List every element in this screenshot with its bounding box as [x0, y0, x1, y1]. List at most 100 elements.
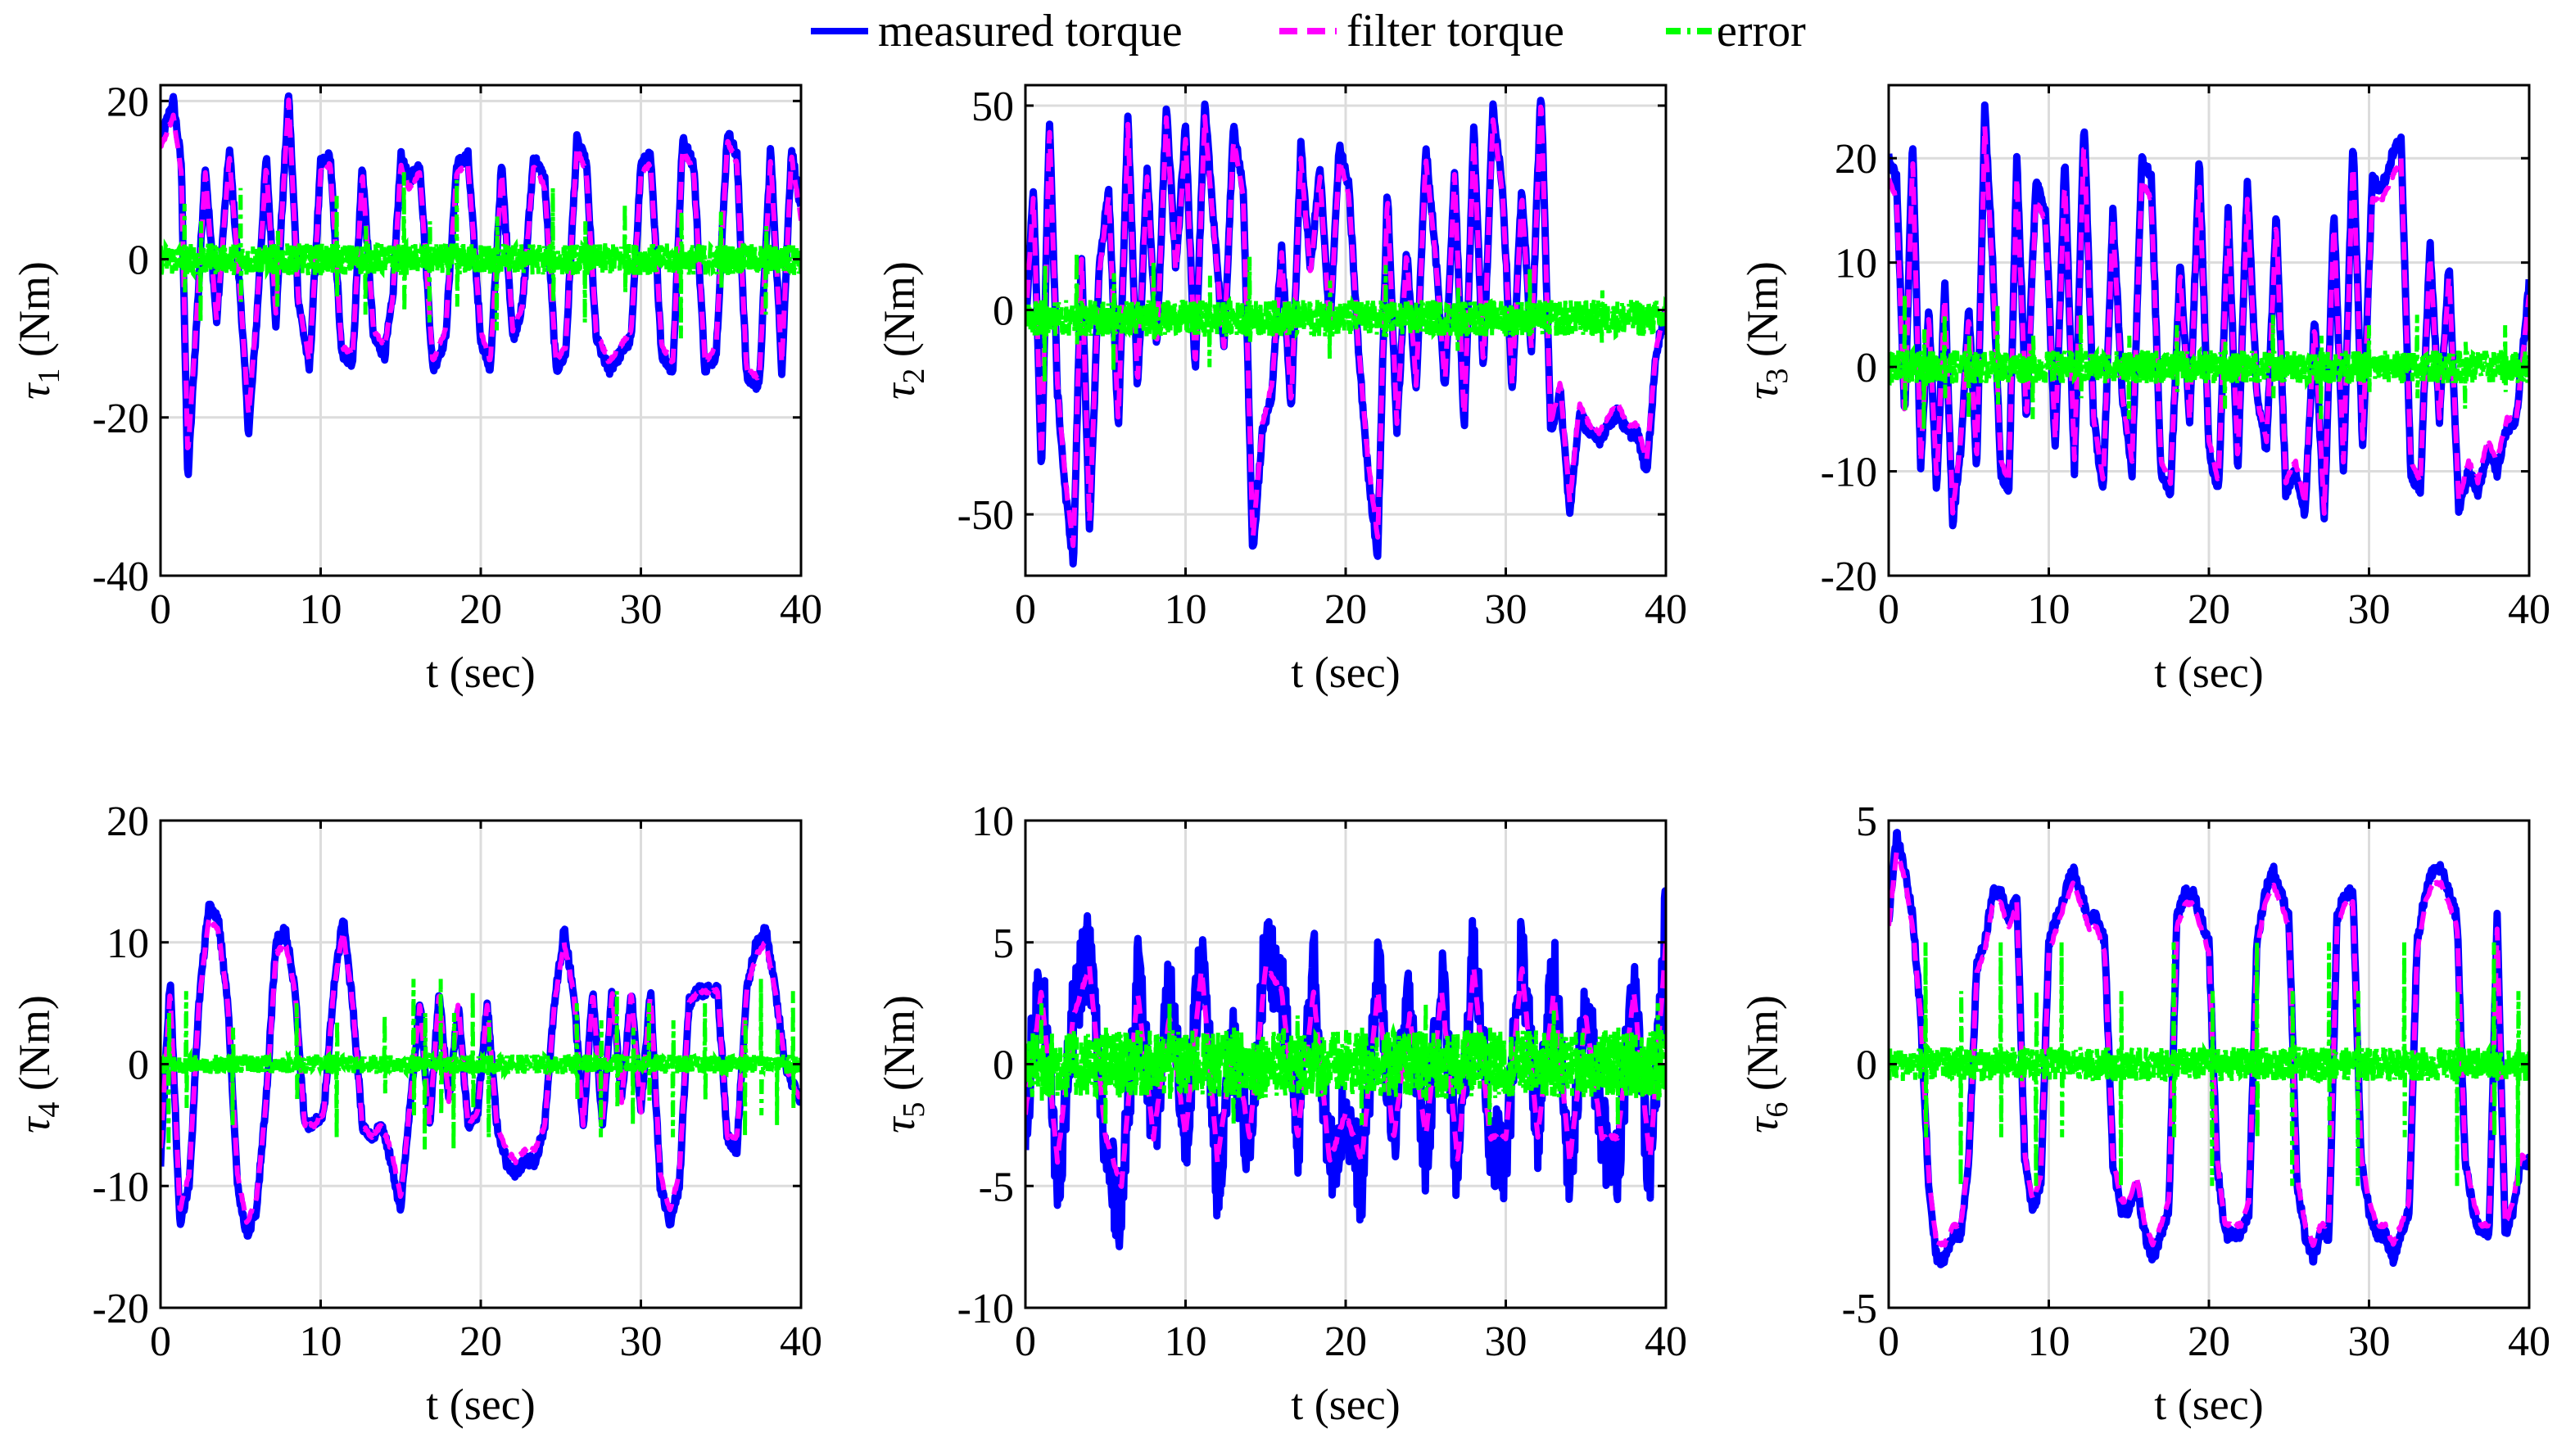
y-tick-label: 10	[971, 798, 1014, 845]
panel-4: 0 10 20 30 40 -20 -10 0 10 20 t (sec) τ4 (Nm)	[10, 798, 822, 1429]
y-tick-label: -10	[93, 1164, 149, 1210]
x-tick-label: 20	[459, 1318, 502, 1365]
plot-area	[161, 92, 801, 478]
y-tick-label: 20	[106, 798, 149, 845]
x-tick-label: 40	[780, 586, 822, 633]
y-label-subscript: 6	[1760, 1102, 1794, 1118]
x-tick-label: 10	[1165, 586, 1207, 633]
y-tick-label: -5	[1842, 1286, 1877, 1332]
series-error	[1025, 252, 1666, 384]
x-axis-label: t (sec)	[1291, 1380, 1400, 1429]
y-label-unit: (Nm)	[10, 995, 59, 1101]
series-error	[1889, 942, 2529, 1187]
x-tick-label: 20	[1324, 1318, 1367, 1365]
y-tick-label: -40	[93, 554, 149, 600]
series-error	[161, 172, 801, 339]
legend-label-1: filter torque	[1346, 6, 1564, 57]
x-tick-label: 20	[2188, 586, 2230, 633]
plot-area	[1889, 101, 2529, 530]
x-tick-label: 0	[150, 586, 171, 633]
y-label-subscript: 1	[32, 369, 66, 384]
plot-area	[1889, 829, 2529, 1268]
y-axis-label: τ6 (Nm)	[1738, 995, 1794, 1133]
y-tick-label: -5	[979, 1164, 1014, 1210]
x-tick-label: 0	[1015, 1318, 1036, 1365]
x-axis-label: t (sec)	[2154, 1380, 2263, 1429]
series-filter	[1889, 849, 2529, 1249]
series-error	[1889, 293, 2529, 430]
x-tick-label: 20	[2188, 1318, 2230, 1365]
series-filter	[161, 97, 801, 450]
x-tick-label: 40	[1645, 1318, 1687, 1365]
y-label-symbol: τ	[10, 382, 59, 400]
x-tick-label: 10	[1165, 1318, 1207, 1365]
y-label-unit: (Nm)	[875, 995, 924, 1101]
panel-3: 0 10 20 30 40 -20 -10 0 10 20 t (sec) τ3 (Nm)	[1738, 84, 2550, 697]
x-tick-label: 40	[2508, 1318, 2550, 1365]
x-tick-label: 0	[150, 1318, 171, 1365]
x-axis-label: t (sec)	[426, 1380, 535, 1429]
x-tick-label: 10	[300, 1318, 342, 1365]
y-label-symbol: τ	[10, 1116, 59, 1133]
y-tick-label: 50	[971, 84, 1014, 130]
x-tick-label: 10	[2028, 1318, 2070, 1365]
legend-label-2: error	[1717, 6, 1806, 57]
y-label-unit: (Nm)	[875, 261, 924, 368]
y-tick-label: 5	[1856, 798, 1877, 845]
y-tick-label: 5	[993, 920, 1014, 967]
x-tick-label: 0	[1015, 586, 1036, 633]
series-error	[1025, 1003, 1666, 1125]
y-label-unit: (Nm)	[10, 261, 59, 368]
x-tick-label: 10	[300, 586, 342, 633]
y-label-subscript: 5	[897, 1102, 931, 1118]
legend-label-0: measured torque	[878, 6, 1183, 57]
y-tick-label: 0	[128, 237, 149, 284]
x-tick-label: 40	[2508, 586, 2550, 633]
x-tick-label: 30	[2348, 586, 2391, 633]
x-axis-label: t (sec)	[2154, 648, 2263, 697]
y-label-symbol: τ	[1738, 382, 1787, 400]
series-error	[161, 979, 801, 1150]
x-tick-label: 30	[1485, 1318, 1527, 1365]
y-tick-label: 0	[1856, 345, 1877, 391]
y-axis-label: τ2 (Nm)	[875, 261, 931, 400]
y-tick-label: -20	[93, 396, 149, 442]
y-label-subscript: 3	[1760, 369, 1794, 384]
series-measured	[1889, 829, 2529, 1268]
y-tick-label: 20	[1835, 136, 1877, 183]
series-filter	[1025, 104, 1666, 549]
x-tick-label: 40	[1645, 586, 1687, 633]
x-tick-label: 30	[1485, 586, 1527, 633]
x-tick-label: 20	[459, 586, 502, 633]
y-tick-label: 10	[1835, 241, 1877, 287]
x-tick-label: 0	[1878, 1318, 1899, 1365]
y-axis-label: τ5 (Nm)	[875, 995, 931, 1133]
y-label-symbol: τ	[875, 382, 924, 400]
y-tick-label: -10	[1821, 450, 1877, 496]
y-tick-label: -20	[93, 1286, 149, 1332]
y-label-symbol: τ	[1738, 1116, 1787, 1133]
series-filter	[161, 916, 801, 1225]
x-axis-label: t (sec)	[1291, 648, 1400, 697]
x-tick-label: 0	[1878, 586, 1899, 633]
y-tick-label: -10	[957, 1286, 1014, 1332]
x-tick-label: 20	[1324, 586, 1367, 633]
y-label-unit: (Nm)	[1738, 995, 1787, 1101]
y-tick-label: 0	[993, 1042, 1014, 1089]
plot-area	[161, 900, 801, 1240]
y-label-unit: (Nm)	[1738, 261, 1787, 368]
legend: measured torque filter torque error	[811, 6, 1806, 57]
y-axis-label: τ3 (Nm)	[1738, 261, 1794, 400]
x-tick-label: 10	[2028, 586, 2070, 633]
y-tick-label: 10	[106, 920, 149, 967]
y-tick-label: 0	[1856, 1042, 1877, 1089]
y-tick-label: -20	[1821, 554, 1877, 600]
x-tick-label: 30	[2348, 1318, 2391, 1365]
y-tick-label: 20	[106, 79, 149, 125]
y-label-symbol: τ	[875, 1116, 924, 1133]
